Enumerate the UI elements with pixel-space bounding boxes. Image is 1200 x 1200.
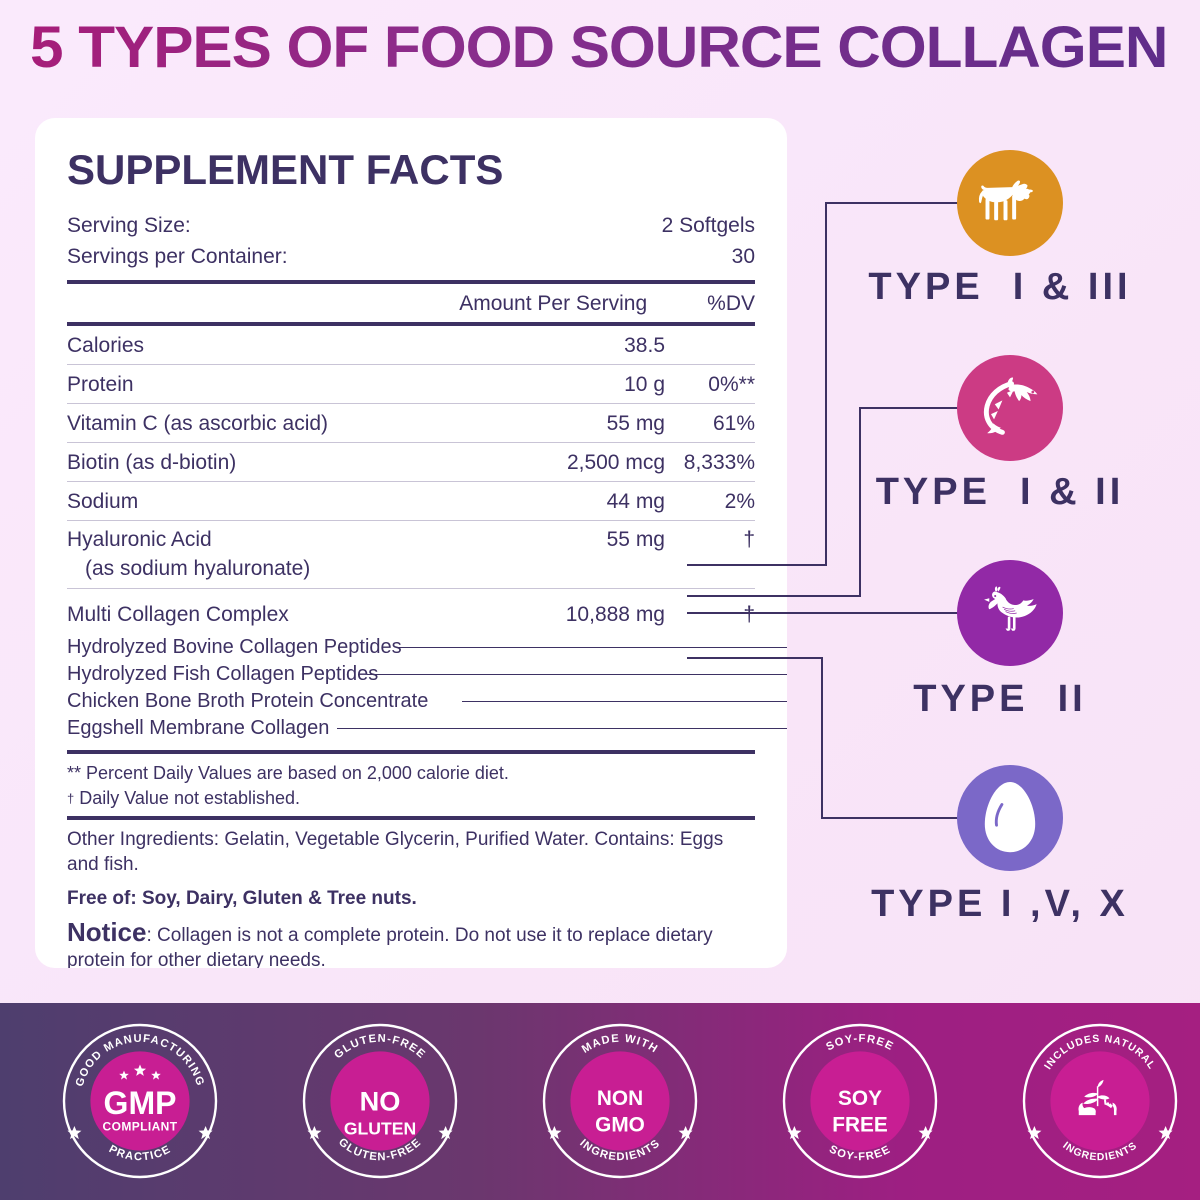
svg-text:GMP: GMP — [104, 1085, 177, 1121]
svg-text:SOY: SOY — [838, 1087, 882, 1110]
svg-text:COMPLIANT: COMPLIANT — [103, 1120, 178, 1134]
svg-text:SOY-FREE: SOY-FREE — [824, 1033, 895, 1054]
svg-text:GLUTEN: GLUTEN — [344, 1119, 416, 1139]
svg-text:NO: NO — [360, 1086, 401, 1117]
svg-text:FREE: FREE — [832, 1113, 888, 1136]
svg-text:NON: NON — [597, 1087, 643, 1110]
svg-text:GMO: GMO — [595, 1113, 645, 1136]
